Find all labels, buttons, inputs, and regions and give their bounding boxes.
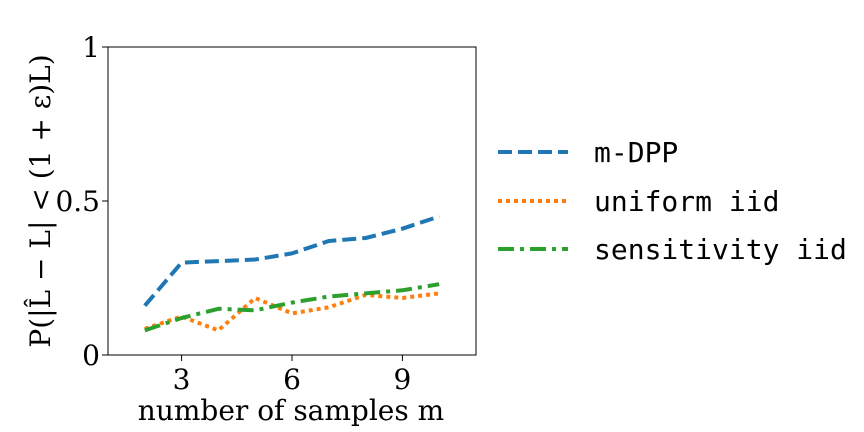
legend-label: m-DPP bbox=[594, 136, 678, 169]
legend-label: uniform iid bbox=[594, 185, 779, 218]
x-tick-label: 3 bbox=[173, 363, 191, 396]
y-tick-label: 0.5 bbox=[55, 185, 100, 218]
series-line-2 bbox=[144, 291, 440, 333]
series-line-3 bbox=[144, 282, 440, 333]
x-axis-ticks: 3 6 9 bbox=[173, 355, 411, 396]
y-axis-label: P(|L̂ − L| < (1 + ε)L) bbox=[24, 54, 57, 347]
plot-frame bbox=[107, 46, 477, 356]
x-tick-label: 6 bbox=[283, 363, 301, 396]
y-tick-label: 1 bbox=[82, 31, 100, 64]
series-layer bbox=[143, 214, 440, 333]
series-line-1 bbox=[143, 214, 440, 307]
legend-label: sensitivity iid bbox=[594, 233, 847, 266]
y-tick-label: 0 bbox=[82, 339, 100, 372]
y-axis-ticks: 00.51 bbox=[55, 31, 108, 372]
legend: m-DPP uniform iid sensitivity iid bbox=[498, 136, 847, 266]
x-axis-label: number of samples m bbox=[138, 394, 444, 427]
x-tick-label: 9 bbox=[393, 363, 411, 396]
